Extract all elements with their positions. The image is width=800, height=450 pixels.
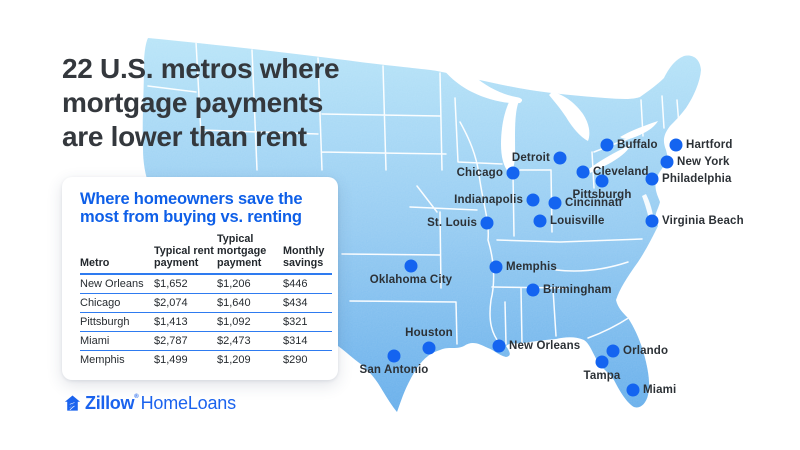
table-cell: Miami	[80, 331, 154, 351]
card-heading: Where homeowners save the most from buyi…	[80, 190, 322, 226]
city-dot	[595, 174, 609, 188]
city-dot	[548, 196, 562, 210]
city-label: Tampa	[583, 370, 621, 382]
table-cell: $1,640	[217, 293, 283, 313]
savings-card: Where homeowners save the most from buyi…	[62, 177, 338, 380]
city-label: Philadelphia	[662, 173, 732, 185]
table-cell: New Orleans	[80, 274, 154, 294]
column-header-mortgage: Typical mortgage payment	[217, 233, 283, 275]
table-cell: $2,074	[154, 293, 217, 313]
card-heading-line-2: most from buying vs. renting	[80, 208, 302, 226]
city-dot	[595, 355, 609, 369]
table-cell: $1,206	[217, 274, 283, 294]
city-dot	[669, 138, 683, 152]
city-label: Miami	[643, 384, 677, 396]
logo-product-text: HomeLoans	[140, 393, 236, 413]
table-cell: $314	[283, 331, 332, 351]
city-dot	[626, 383, 640, 397]
city-label: St. Louis	[427, 217, 477, 229]
city-dot	[645, 172, 659, 186]
table-row: Chicago $2,074 $1,640 $434	[80, 293, 332, 313]
table-cell: $1,413	[154, 312, 217, 332]
city-dot	[526, 193, 540, 207]
title-line-3: are lower than rent	[62, 121, 307, 152]
logo-brand-text: Zillow	[85, 393, 135, 413]
city-label: Houston	[405, 327, 453, 339]
table-cell: Chicago	[80, 293, 154, 313]
table-cell: $1,209	[217, 354, 251, 366]
city-label: Cleveland	[593, 166, 649, 178]
city-label: Orlando	[623, 345, 669, 357]
city-dot	[576, 165, 590, 179]
table-header-row: Metro Typical rent payment Typical mortg…	[80, 233, 332, 275]
city-label: Cincinnati	[565, 197, 623, 209]
city-label: Hartford	[686, 139, 733, 151]
city-label: Chicago	[456, 167, 503, 179]
savings-table: Metro Typical rent payment Typical mortg…	[80, 233, 332, 369]
table-cell: $321	[283, 312, 332, 332]
city-label: Oklahoma City	[369, 274, 453, 286]
city-dot	[492, 339, 506, 353]
zillow-home-loans-logo: Zillow ® HomeLoans	[64, 393, 236, 414]
city-label: Louisville	[550, 215, 605, 227]
column-header-savings: Monthly savings	[283, 233, 332, 275]
title-line-2: mortgage payments	[62, 87, 323, 118]
city-dot	[422, 341, 436, 355]
zillow-house-icon	[64, 395, 81, 411]
city-dot	[553, 151, 567, 165]
city-dot	[600, 138, 614, 152]
table-cell: $446	[283, 274, 332, 294]
column-header-metro: Metro	[80, 233, 154, 275]
city-label: Detroit	[511, 152, 550, 164]
savings-table-body: New Orleans $1,652 $1,206 $446 Chicago $2,074…	[80, 274, 332, 369]
table-cell: $1,652	[154, 274, 217, 294]
city-label: Memphis	[506, 261, 557, 273]
city-dot	[404, 259, 418, 273]
city-label: Pittsburgh	[572, 189, 632, 201]
table-cell: $1,499	[154, 354, 188, 366]
city-dot	[645, 214, 659, 228]
table-row: Memphis $1,499 $1,209 $290	[80, 351, 332, 370]
city-dot	[533, 214, 547, 228]
card-heading-line-1: Where homeowners save the	[80, 190, 303, 208]
table-cell: $290	[283, 354, 308, 366]
page-title: 22 U.S. metros where mortgage payments a…	[62, 52, 340, 154]
table-cell: Pittsburgh	[80, 312, 154, 332]
city-label: New Orleans	[509, 340, 581, 352]
city-dot	[506, 166, 520, 180]
city-label: Virginia Beach	[662, 215, 744, 227]
table-row: Miami $2,787 $2,473 $314	[80, 331, 332, 351]
table-cell: $1,092	[217, 312, 283, 332]
table-cell: $2,473	[217, 331, 283, 351]
city-dot	[489, 260, 503, 274]
city-label: New York	[677, 156, 730, 168]
title-line-1: 22 U.S. metros where	[62, 53, 340, 84]
table-cell: $434	[283, 293, 332, 313]
table-cell: $2,787	[154, 331, 217, 351]
city-dot	[387, 349, 401, 363]
table-row: Pittsburgh $1,413 $1,092 $321	[80, 312, 332, 332]
great-lakes	[436, 52, 658, 174]
city-label: Birmingham	[543, 284, 612, 296]
city-label: Buffalo	[617, 139, 658, 151]
registered-trademark-icon: ®	[134, 393, 139, 400]
city-dot	[480, 216, 494, 230]
city-label: Indianapolis	[454, 194, 523, 206]
city-dot	[660, 155, 674, 169]
table-cell: Memphis	[80, 354, 125, 366]
city-label: San Antonio	[359, 364, 429, 376]
city-dot	[606, 344, 620, 358]
column-header-rent: Typical rent payment	[154, 233, 217, 275]
table-row: New Orleans $1,652 $1,206 $446	[80, 274, 332, 294]
city-dot	[526, 283, 540, 297]
